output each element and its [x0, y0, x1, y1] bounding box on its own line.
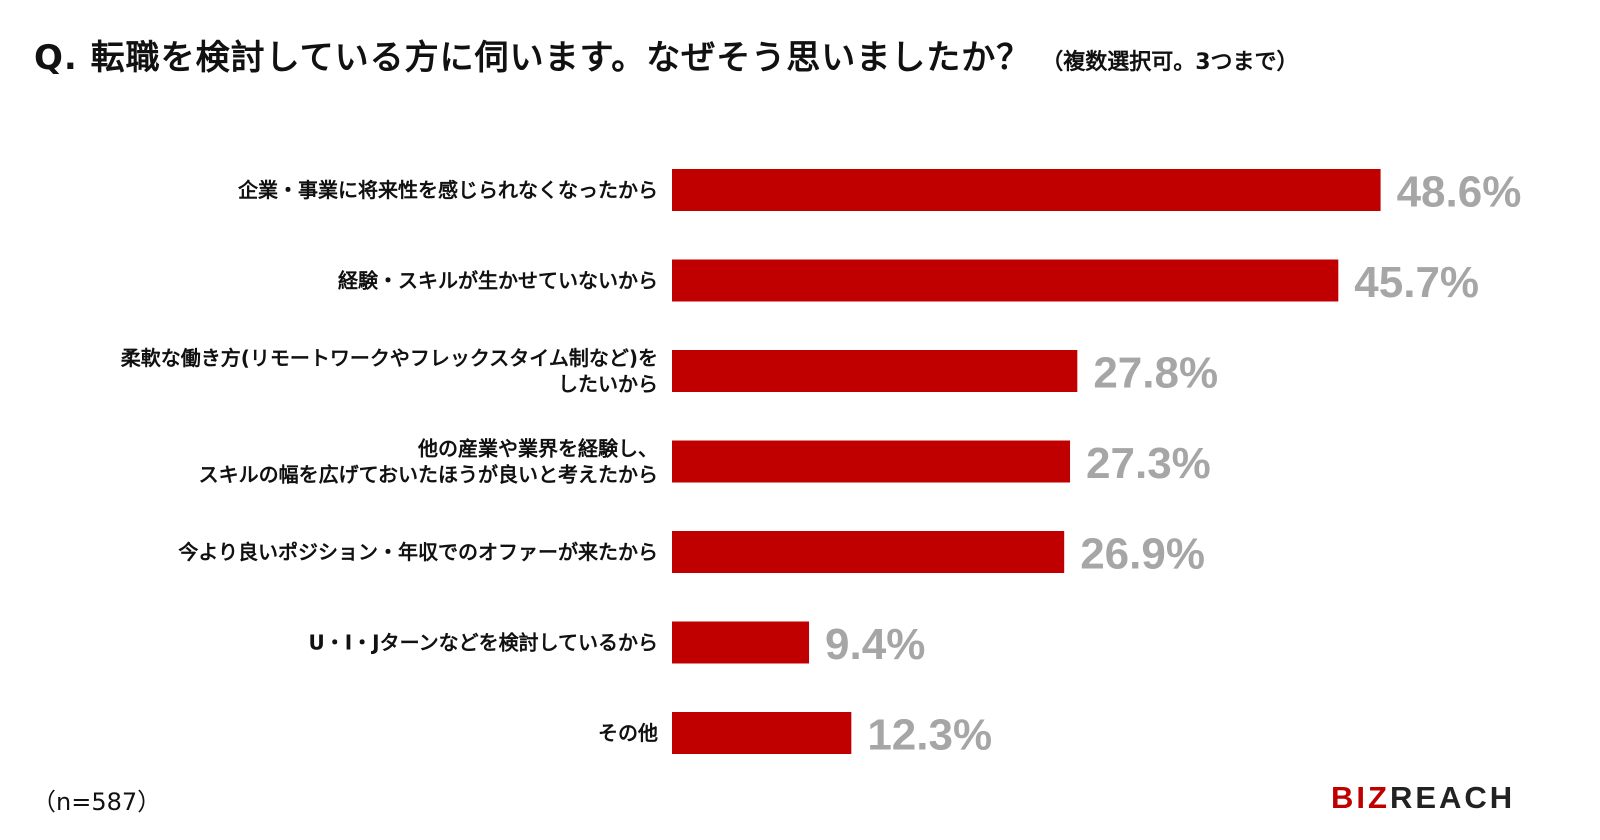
value-label: 12.3% — [867, 711, 992, 760]
bar — [672, 531, 1065, 573]
bar — [672, 712, 852, 754]
category-label: 経験・スキルが生かせていないから — [338, 269, 658, 293]
category-label: スキルの幅を広げておいたほうが良いと考えたから — [199, 463, 658, 487]
bar — [672, 440, 1071, 483]
value-label: 45.7% — [1354, 258, 1479, 307]
logo-rest-text: REACH — [1389, 780, 1516, 815]
category-label: 他の産業や業界を経験し、 — [417, 437, 658, 461]
value-label: 27.3% — [1086, 439, 1211, 488]
value-label: 27.8% — [1093, 349, 1218, 398]
category-label: したいから — [558, 372, 658, 396]
logo-accent-text: BIZ — [1331, 780, 1390, 815]
category-label: その他 — [598, 721, 658, 745]
sample-size-note: （n=587） — [32, 788, 162, 816]
value-label: 48.6% — [1397, 168, 1522, 217]
bar — [672, 350, 1078, 392]
category-label: U・I・Jターンなどを検討しているから — [308, 631, 658, 655]
category-label: 今より良いポジション・年収でのオファーが来たから — [178, 540, 658, 564]
title-note: （複数選択可。3つまで） — [1041, 50, 1299, 75]
bar — [672, 621, 810, 664]
bizreach-logo: BIZREACH — [1331, 780, 1515, 816]
value-label: 26.9% — [1080, 530, 1205, 579]
title-question: Q. 転職を検討している方に伺います。なぜそう思いましたか？ — [34, 38, 1032, 78]
value-label: 9.4% — [825, 620, 925, 669]
chart-title: Q. 転職を検討している方に伺います。なぜそう思いましたか？ （複数選択可。3つま… — [34, 30, 1574, 79]
bar — [672, 259, 1339, 302]
category-label: 柔軟な働き方(リモートワークやフレックスタイム制など)を — [121, 346, 658, 370]
bar — [672, 169, 1381, 211]
category-label: 企業・事業に将来性を感じられなくなったから — [237, 178, 658, 202]
